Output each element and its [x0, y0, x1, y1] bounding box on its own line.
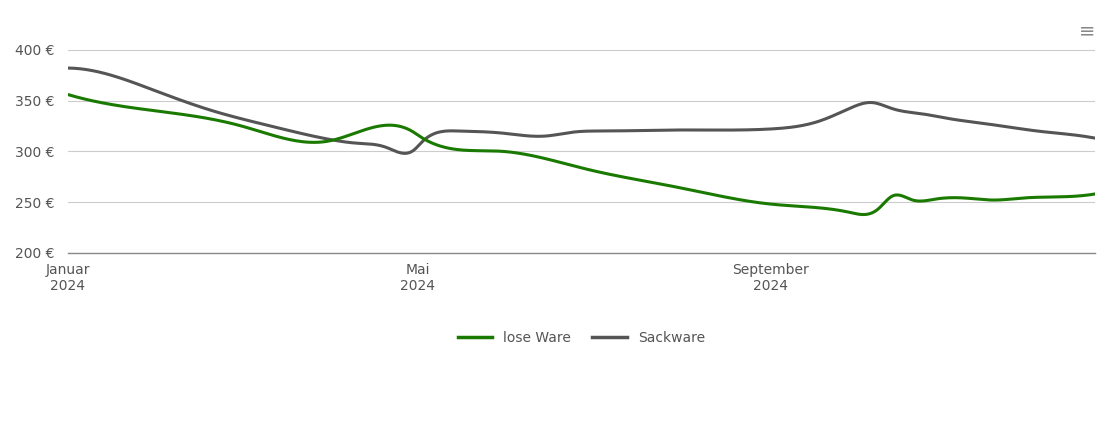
Legend: lose Ware, Sackware: lose Ware, Sackware	[452, 325, 710, 350]
Text: ≡: ≡	[1079, 22, 1094, 41]
